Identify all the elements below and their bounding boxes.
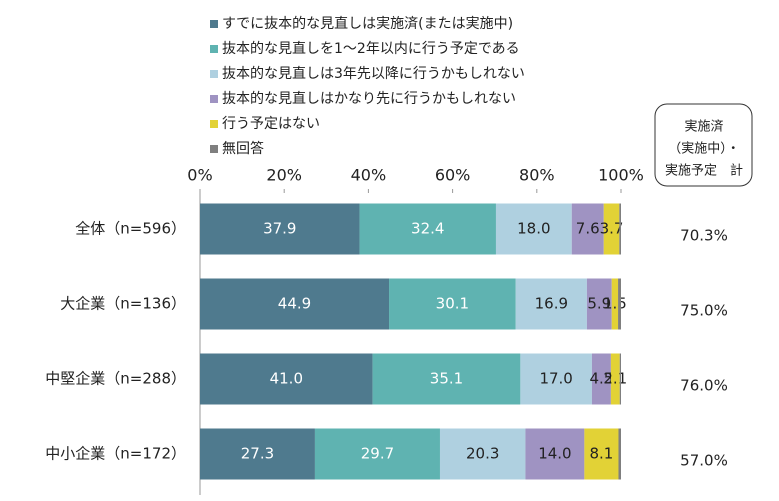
data-label: 41.0 xyxy=(270,370,303,388)
legend-swatch xyxy=(210,145,218,153)
legend-label: 抜本的な見直しはかなり先に行うかもしれない xyxy=(222,90,516,107)
data-label: 3.7 xyxy=(600,220,624,238)
x-tick-label: 20% xyxy=(266,166,302,185)
bar-segment xyxy=(591,353,611,405)
x-tick-label: 0% xyxy=(187,166,212,185)
legend-swatch xyxy=(210,95,218,103)
legend-label: 行う予定はない xyxy=(222,116,320,132)
legend-label: すでに抜本的な見直しは実施済(または実施中) xyxy=(222,15,513,32)
data-label: 18.0 xyxy=(517,220,550,238)
bar-segment xyxy=(618,428,621,480)
data-label: 32.4 xyxy=(411,220,444,238)
bar-segment xyxy=(439,428,526,480)
data-label: 16.9 xyxy=(535,295,568,313)
bar-segment xyxy=(389,278,516,330)
bar-segment xyxy=(603,203,620,255)
legend-swatch xyxy=(210,20,218,28)
bar-segment xyxy=(520,353,592,405)
bar-segment xyxy=(571,203,604,255)
bar-segment xyxy=(586,278,612,330)
bar-segment xyxy=(525,428,585,480)
data-label: 20.3 xyxy=(466,445,499,463)
category-label: 中堅企業（n=288） xyxy=(45,370,186,388)
bar-segment xyxy=(200,278,390,330)
totals-header: 実施予定 計 xyxy=(665,163,743,179)
total-label: 70.3% xyxy=(680,227,728,245)
bar-segment xyxy=(200,203,360,255)
bar-segment xyxy=(372,353,521,405)
data-label: 7.6 xyxy=(576,220,600,238)
category-label: 全体（n=596） xyxy=(75,220,186,238)
total-label: 75.0% xyxy=(680,302,728,320)
totals-header: 実施済 xyxy=(684,119,723,135)
data-label: 44.9 xyxy=(278,295,311,313)
data-label: 35.1 xyxy=(430,370,463,388)
data-label: 17.0 xyxy=(539,370,572,388)
data-label: 29.7 xyxy=(361,445,394,463)
bar-segment xyxy=(515,278,587,330)
legend-swatch xyxy=(210,120,218,128)
data-label: 30.1 xyxy=(436,295,469,313)
data-label: 4.5 xyxy=(589,370,613,388)
category-label: 中小企業（n=172） xyxy=(45,445,186,463)
bar-segment xyxy=(619,353,621,405)
bar-segment xyxy=(610,353,620,405)
bar-segment xyxy=(359,203,496,255)
totals-header: （実施中）・ xyxy=(668,141,740,157)
bar-segment xyxy=(611,278,619,330)
bar-segment xyxy=(314,428,440,480)
x-tick-label: 100% xyxy=(598,166,644,185)
data-label: 1.5 xyxy=(603,295,627,313)
data-label: 2.1 xyxy=(603,370,627,388)
bar-segment xyxy=(495,203,572,255)
total-label: 57.0% xyxy=(680,452,728,470)
legend-label: 抜本的な見直しを1～2年以内に行う予定である xyxy=(222,40,520,57)
data-label: 5.9 xyxy=(587,295,611,313)
legend-swatch xyxy=(210,70,218,78)
bar-segment xyxy=(200,353,373,405)
totals-box xyxy=(654,103,753,187)
data-label: 14.0 xyxy=(538,445,571,463)
category-label: 大企業（n=136） xyxy=(60,295,186,313)
x-tick-label: 60% xyxy=(435,166,471,185)
data-label: 8.1 xyxy=(589,445,613,463)
legend-swatch xyxy=(210,45,218,53)
bar-segment xyxy=(618,278,621,330)
data-label: 37.9 xyxy=(263,220,296,238)
x-tick-label: 80% xyxy=(519,166,555,185)
legend-label: 抜本的な見直しは3年先以降に行うかもしれない xyxy=(222,65,525,82)
total-label: 76.0% xyxy=(680,377,728,395)
bar-segment xyxy=(619,203,621,255)
data-label: 27.3 xyxy=(241,445,274,463)
x-tick-label: 40% xyxy=(351,166,387,185)
bar-segment xyxy=(200,428,315,480)
legend-label: 無回答 xyxy=(222,140,264,157)
bar-segment xyxy=(584,428,619,480)
